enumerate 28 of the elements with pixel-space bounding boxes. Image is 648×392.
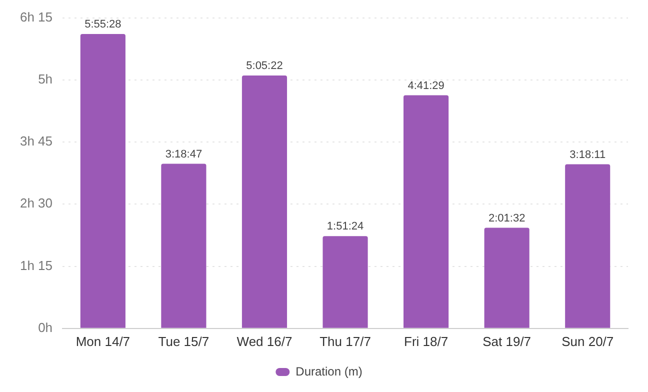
x-tick-label: Mon 14/7 <box>76 334 130 349</box>
x-tick-label: Sat 19/7 <box>482 334 532 349</box>
data-label: 4:41:29 <box>408 80 444 92</box>
y-tick-label: 2h 30 <box>20 196 53 211</box>
bar <box>322 236 368 328</box>
x-tick-label: Sun 20/7 <box>562 334 614 349</box>
bar <box>565 164 610 328</box>
data-label: 5:05:22 <box>246 60 283 72</box>
data-label: 1:51:24 <box>326 220 364 233</box>
y-tick-label: 5h <box>38 72 53 86</box>
data-label: 3:18:11 <box>570 148 606 161</box>
y-tick-label: 6h 15 <box>20 9 53 24</box>
x-tick-label: Tue 15/7 <box>158 334 210 349</box>
data-label: 2:01:32 <box>488 212 526 224</box>
legend-label: Duration (m) <box>296 364 362 378</box>
bar <box>161 164 206 328</box>
x-tick-label: Wed 16/7 <box>236 334 292 349</box>
x-tick-label: Fri 18/7 <box>404 334 448 349</box>
data-label: 5:55:28 <box>84 18 122 31</box>
bar <box>404 95 449 328</box>
y-tick-label: 3h 45 <box>20 134 53 149</box>
bar <box>242 75 288 328</box>
y-tick-label: 0h <box>38 320 53 335</box>
bar <box>484 228 530 328</box>
x-tick-label: Thu 17/7 <box>320 334 371 349</box>
bar <box>80 34 126 328</box>
y-tick-label: 1h 15 <box>20 258 53 273</box>
data-label: 3:18:47 <box>165 148 202 160</box>
